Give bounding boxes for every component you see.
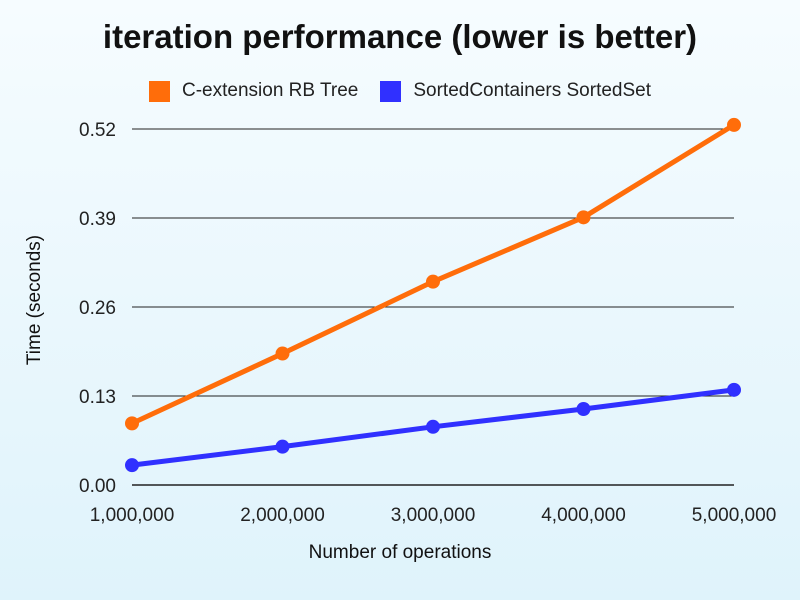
- y-tick-label: 0.52: [79, 120, 116, 141]
- data-point-series-1: [727, 382, 741, 397]
- y-axis-title: Time (seconds): [24, 235, 45, 365]
- y-tick-label: 0.13: [79, 387, 116, 408]
- y-tick-label: 0.00: [79, 476, 116, 497]
- x-tick-label: 4,000,000: [541, 505, 626, 526]
- legend-item-rb-tree: C-extension RB Tree: [149, 80, 358, 102]
- legend-label-rb-tree: C-extension RB Tree: [182, 80, 359, 101]
- data-point-series-0: [125, 416, 139, 431]
- y-tick-label: 0.26: [79, 298, 116, 319]
- legend-swatch-sortedset: [380, 80, 402, 102]
- x-tick-label: 5,000,000: [692, 505, 777, 526]
- legend-item-sortedset: SortedContainers SortedSet: [380, 80, 651, 102]
- series-line-0: [129, 122, 737, 426]
- data-point-series-1: [576, 402, 591, 417]
- data-point-series-0: [576, 210, 591, 225]
- x-tick-label: 1,000,000: [90, 505, 175, 526]
- legend: C-extension RB Tree SortedContainers Sor…: [0, 80, 800, 102]
- x-tick-label: 2,000,000: [240, 505, 325, 526]
- legend-label-sortedset: SortedContainers SortedSet: [413, 80, 651, 101]
- data-point-series-1: [125, 458, 139, 473]
- legend-swatch-rb-tree: [149, 80, 170, 102]
- x-tick-label: 3,000,000: [391, 505, 476, 526]
- x-axis-title: Number of operations: [309, 542, 492, 563]
- data-point-series-0: [426, 274, 440, 289]
- chart-title: iteration performance (lower is better): [102, 18, 698, 55]
- data-point-series-1: [275, 439, 290, 454]
- data-point-series-1: [426, 419, 440, 434]
- data-point-series-0: [727, 117, 741, 132]
- y-tick-label: 0.39: [79, 209, 116, 230]
- data-point-series-0: [275, 346, 290, 361]
